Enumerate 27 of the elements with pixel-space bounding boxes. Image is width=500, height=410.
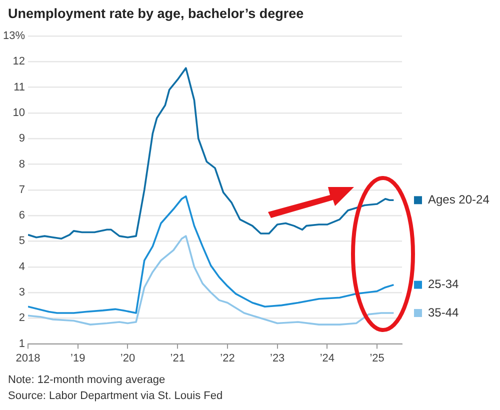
x-tick-label: ’20 (120, 352, 136, 364)
legend-label: 35-44 (428, 305, 460, 320)
y-tick-label: 5 (18, 235, 26, 248)
y-tick-label: 10 (12, 106, 26, 119)
text: Note: 12-month moving average (8, 373, 166, 388)
x-tick-label: ’23 (270, 352, 285, 364)
x-tick-label: ’25 (370, 352, 384, 364)
y-tick-label: 8 (18, 158, 26, 170)
y-tick-label: 6 (18, 210, 26, 222)
y-tick-label: 11 (14, 81, 26, 94)
x-tick-label: 2018 (16, 352, 40, 364)
y-tick-label: 9 (18, 132, 26, 145)
y-tick-label: 13% (2, 30, 26, 42)
chart-title: Unemployment rate by age, bachelor’s degree (8, 6, 304, 21)
y-tick-label: 2 (18, 312, 26, 324)
x-tick-label: ’24 (320, 352, 335, 364)
y-tick-label: 7 (18, 184, 26, 196)
legend-label: Ages 20-24 (428, 192, 490, 206)
x-tick-label: ’22 (220, 352, 235, 364)
y-tick-label: 4 (18, 260, 26, 273)
source-note: Source: Labor Department via St. Louis Fed (8, 389, 223, 404)
x-tick-label: ’21 (170, 352, 185, 364)
x-tick-label: ’19 (70, 352, 86, 364)
y-tick-label: 3 (18, 286, 26, 299)
legend-label: 25-34 (428, 277, 460, 292)
y-tick-label: 1 (18, 338, 26, 350)
y-tick-label: 12 (12, 56, 26, 68)
